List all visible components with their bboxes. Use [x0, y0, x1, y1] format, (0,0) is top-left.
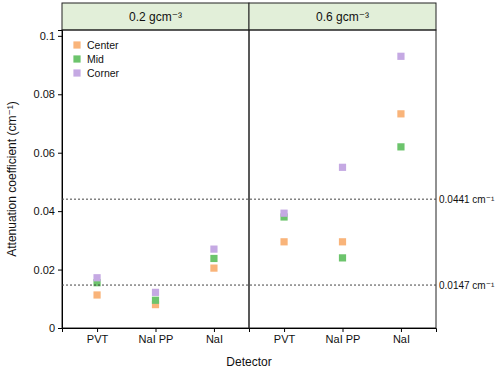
reference-line [62, 199, 436, 200]
x-tick: NaI PP [326, 328, 361, 345]
chart: 0.2 gcm⁻³ PVT NaI PP NaI 0 0.02 0.04 0.06 0.08 0.… [0, 0, 500, 375]
x-tick: NaI [393, 328, 410, 345]
reference-label: 0.0147 cm⁻¹ [439, 280, 495, 291]
y-tick-mark [58, 36, 62, 37]
x-tick-mark [214, 328, 215, 332]
x-tick: PVT [87, 328, 109, 345]
panel-header [249, 3, 436, 30]
y-tick: 0.1 [40, 30, 62, 42]
x-axis-line [63, 329, 250, 333]
y-tick-mark [58, 270, 62, 271]
panel-title: 0.2 gcm⁻³ [129, 10, 182, 24]
x-axis: PVT NaI PP NaI [250, 328, 437, 345]
reference-label: 0.0441 cm⁻¹ [439, 194, 495, 205]
legend-label: Corner [87, 67, 120, 79]
legend-swatch [73, 69, 80, 76]
y-tick: 0.02 [34, 264, 62, 276]
point [397, 53, 404, 60]
x-tick-mark [284, 328, 285, 332]
point [397, 110, 404, 117]
x-tick-label: NaI [206, 333, 223, 345]
point [210, 246, 217, 253]
y-tick: 0.08 [34, 88, 62, 100]
x-tick: NaI [206, 328, 223, 345]
y-tick-label: 0.02 [34, 264, 55, 276]
point [339, 238, 346, 245]
legend-swatch [73, 41, 80, 48]
legend-item: Center [73, 39, 119, 51]
y-tick: 0.06 [34, 147, 62, 159]
point [93, 291, 100, 298]
plot-frame [249, 30, 436, 328]
points [93, 246, 217, 309]
point [93, 274, 100, 281]
x-tick-label: NaI [393, 333, 410, 345]
point [397, 143, 404, 150]
x-tick: PVT [274, 328, 296, 345]
x-axis-title: Detector [226, 355, 271, 369]
point [280, 238, 287, 245]
x-tick: NaI PP [139, 328, 174, 345]
point [280, 210, 287, 217]
x-tick-mark [97, 328, 98, 332]
reference-lines: 0.0441 cm⁻¹ 0.0147 cm⁻¹ [62, 194, 495, 291]
x-tick-mark [343, 328, 344, 332]
x-tick-label: NaI PP [139, 333, 174, 345]
legend-item: Mid [73, 53, 104, 65]
y-tick-label: 0.04 [34, 205, 55, 217]
point [339, 254, 346, 261]
y-tick-label: 0.08 [34, 88, 55, 100]
y-tick-label: 0.06 [34, 147, 55, 159]
y-tick: 0.04 [34, 205, 62, 217]
plot-frame [62, 30, 249, 328]
y-tick: 0 [49, 322, 62, 334]
y-tick-mark [58, 94, 62, 95]
panel-title: 0.6 gcm⁻³ [316, 10, 369, 24]
y-tick-mark [58, 153, 62, 154]
x-axis: PVT NaI PP NaI [63, 328, 250, 345]
y-tick-mark [58, 328, 62, 329]
x-tick-mark [401, 328, 402, 332]
legend-label: Center [87, 39, 119, 51]
y-axis-line [58, 31, 63, 329]
legend-swatch [73, 55, 80, 62]
panel-header [62, 3, 249, 30]
x-tick-label: NaI PP [326, 333, 361, 345]
points [280, 53, 404, 262]
panel: 0.6 gcm⁻³ PVT NaI PP NaI [249, 3, 437, 345]
x-tick-mark [156, 328, 157, 332]
y-tick-label: 0.1 [40, 30, 55, 42]
y-axis: 0 0.02 0.04 0.06 0.08 0.1 [34, 30, 63, 334]
point [339, 164, 346, 171]
x-tick-label: PVT [274, 333, 296, 345]
point [152, 297, 159, 304]
y-tick-label: 0 [49, 322, 55, 334]
panel: 0.2 gcm⁻³ PVT NaI PP NaI 0 0.02 0.04 0.06 0.08 0.… [34, 3, 250, 345]
legend-label: Mid [87, 53, 104, 65]
y-axis-title: Attenuation coefficient (cm⁻¹) [5, 101, 19, 257]
point [152, 289, 159, 296]
point [210, 265, 217, 272]
legend: Center Mid Corner [73, 39, 119, 79]
point [210, 255, 217, 262]
y-tick-mark [58, 211, 62, 212]
reference-line [62, 285, 436, 286]
legend-item: Corner [73, 67, 119, 79]
x-axis-line [250, 329, 437, 333]
x-tick-label: PVT [87, 333, 109, 345]
